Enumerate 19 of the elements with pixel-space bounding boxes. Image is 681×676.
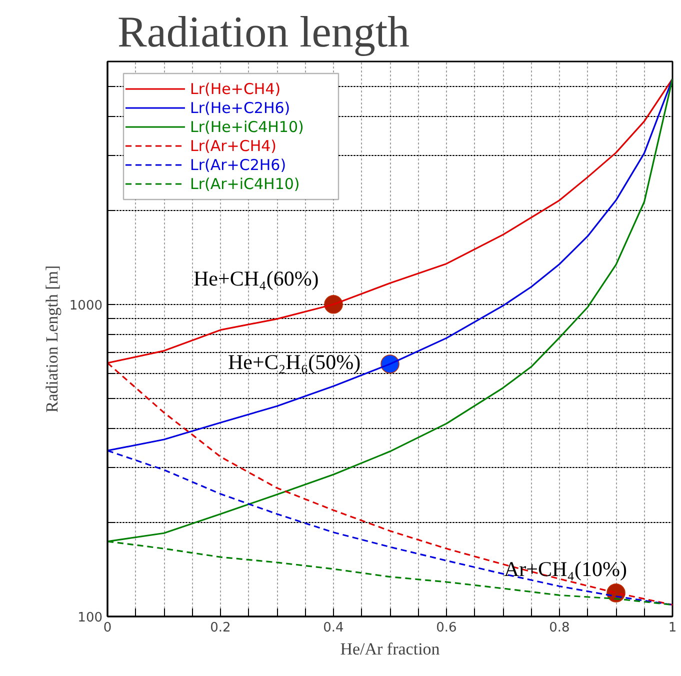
legend-label: Lr(Ar+CH4) [190,136,277,155]
x-tick-label: 0 [103,620,112,636]
chart-title: Radiation length [118,8,410,56]
y-axis-title: Radiation Length [m] [42,265,62,413]
legend-label: Lr(He+CH4) [190,79,281,98]
legend-label: Lr(Ar+C2H6) [190,155,286,174]
annotation: He+CH₄(60%) [194,266,319,290]
x-tick-label: 0.4 [323,620,344,636]
legend-label: Lr(He+C2H6) [190,98,290,117]
x-axis-title: He/Ar fraction [340,640,440,658]
legend-label: Lr(He+iC4H10) [190,117,304,136]
legend-label: Lr(Ar+iC4H10) [190,174,300,193]
x-tick-label: 0.8 [549,620,570,636]
annotation: He+C₂H₆(50%) [228,350,361,374]
x-tick-label: 0.6 [436,620,457,636]
y-tick-label: 1000 [69,298,103,314]
x-tick-label: 1 [668,620,677,636]
x-tick-label: 0.2 [210,620,231,636]
y-tick-label: 100 [78,610,103,626]
